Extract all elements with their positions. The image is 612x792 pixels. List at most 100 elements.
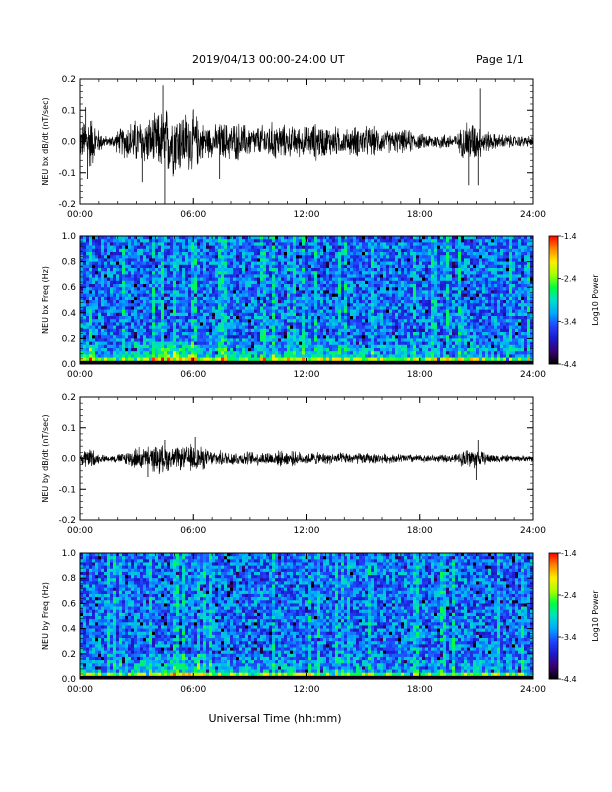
heat-cell <box>398 335 402 339</box>
heat-cell <box>251 242 255 246</box>
heat-cell <box>206 360 210 365</box>
heat-cell <box>143 360 147 365</box>
heat-cell <box>251 284 255 288</box>
heat-cell <box>209 261 213 266</box>
heat-cell <box>266 255 270 259</box>
heat-cell <box>413 248 417 253</box>
heat-cell <box>185 268 189 272</box>
heat-cell <box>122 296 126 301</box>
heat-cell <box>89 306 93 310</box>
heat-cell <box>257 303 261 307</box>
heat-cell <box>89 277 93 282</box>
heat-cell <box>191 357 195 362</box>
heat-cell <box>140 357 144 362</box>
heat-cell <box>92 309 96 314</box>
heat-cell <box>164 284 168 288</box>
heat-cell <box>269 296 273 301</box>
heat-cell <box>269 284 273 288</box>
heat-cell <box>284 290 288 294</box>
heat-cell <box>272 341 276 346</box>
heat-cell <box>398 322 402 326</box>
heat-cell <box>290 290 294 294</box>
heat-cell <box>146 306 150 310</box>
heat-cell <box>317 306 321 310</box>
heat-cell <box>245 280 249 285</box>
heat-cell <box>218 341 222 346</box>
heat-cell <box>254 293 258 298</box>
heat-cell <box>422 258 426 262</box>
heat-cell <box>224 296 228 301</box>
heat-cell <box>395 255 399 259</box>
heat-cell <box>194 348 198 352</box>
heat-cell <box>371 271 375 275</box>
heat-cell <box>350 325 354 330</box>
heat-cell <box>80 360 84 365</box>
heat-cell <box>266 344 270 349</box>
heat-cell <box>440 236 444 240</box>
heat-cell <box>95 319 99 323</box>
heat-cell <box>131 242 135 246</box>
heat-cell <box>95 277 99 282</box>
heat-cell <box>395 341 399 346</box>
heat-cell <box>353 274 357 278</box>
heat-cell <box>167 312 171 317</box>
heat-cell <box>179 316 183 320</box>
heat-cell <box>305 252 309 256</box>
heat-cell <box>296 351 300 355</box>
heat-cell <box>140 290 144 294</box>
heat-cell <box>266 309 270 314</box>
heat-cell <box>185 341 189 346</box>
heat-cell <box>311 354 315 358</box>
heat-cell <box>353 248 357 253</box>
heat-cell <box>272 325 276 330</box>
heat-cell <box>299 277 303 282</box>
heat-cell <box>83 357 87 362</box>
heat-cell <box>158 332 162 336</box>
heat-cell <box>293 287 297 291</box>
heat-cell <box>350 338 354 342</box>
heat-cell <box>140 284 144 288</box>
heat-cell <box>89 357 93 362</box>
heat-cell <box>431 239 435 243</box>
heat-cell <box>176 325 180 330</box>
heat-cell <box>218 242 222 246</box>
heat-cell <box>83 300 87 304</box>
heat-cell <box>434 335 438 339</box>
heat-cell <box>407 293 411 298</box>
heat-cell <box>185 325 189 330</box>
heat-cell <box>425 338 429 342</box>
heat-cell <box>302 296 306 301</box>
heat-cell <box>248 290 252 294</box>
heat-cell <box>212 303 216 307</box>
heat-cell <box>353 316 357 320</box>
heat-cell <box>368 312 372 317</box>
heat-cell <box>215 357 219 362</box>
heat-cell <box>239 255 243 259</box>
heat-cell <box>395 268 399 272</box>
heat-cell <box>377 296 381 301</box>
heat-cell <box>107 341 111 346</box>
heat-cell <box>185 348 189 352</box>
heat-cell <box>314 300 318 304</box>
heat-cell <box>257 290 261 294</box>
heat-cell <box>410 335 414 339</box>
heat-cell <box>335 344 339 349</box>
heat-cell <box>356 296 360 301</box>
heat-cell <box>431 280 435 285</box>
heat-cell <box>371 296 375 301</box>
heat-cell <box>146 248 150 253</box>
heat-cell <box>101 344 105 349</box>
heat-cell <box>275 287 279 291</box>
heat-cell <box>332 245 336 250</box>
heat-cell <box>218 322 222 326</box>
heat-cell <box>98 277 102 282</box>
heat-cell <box>263 341 267 346</box>
heat-cell <box>371 255 375 259</box>
heat-cell <box>272 287 276 291</box>
heat-cell <box>296 255 300 259</box>
heat-cell <box>269 306 273 310</box>
heat-cell <box>293 239 297 243</box>
heat-cell <box>185 319 189 323</box>
heat-cell <box>386 239 390 243</box>
heat-cell <box>437 248 441 253</box>
